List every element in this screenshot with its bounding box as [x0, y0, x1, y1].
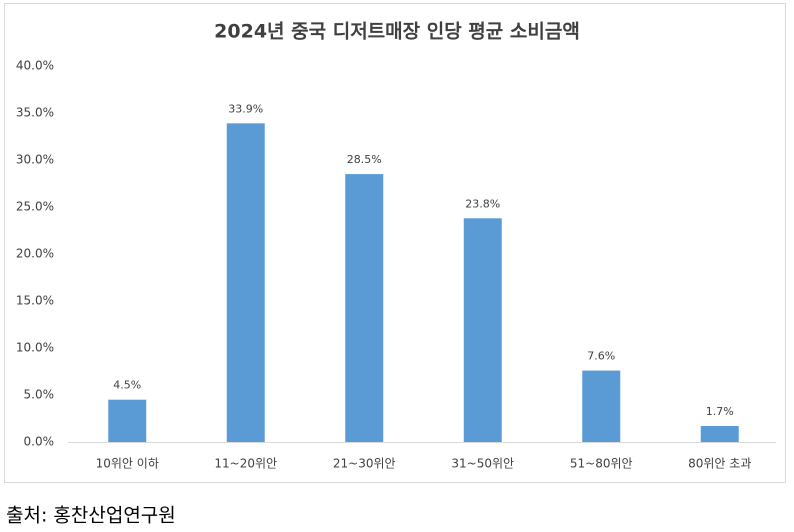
y-tick-label: 0.0%	[24, 435, 55, 449]
bar	[108, 399, 147, 442]
bar	[345, 174, 384, 442]
y-tick-label: 5.0%	[24, 388, 55, 402]
x-tick-label: 51~80위안	[570, 457, 633, 471]
y-tick-label: 25.0%	[16, 200, 54, 214]
data-label: 7.6%	[587, 350, 615, 363]
data-label: 23.8%	[465, 197, 500, 210]
data-label: 33.9%	[228, 102, 263, 115]
x-tick-label: 80위안 초과	[688, 457, 751, 471]
data-label: 1.7%	[706, 405, 734, 418]
bar	[463, 218, 502, 442]
x-tick-label: 31~50위안	[451, 457, 514, 471]
chart-title: 2024년 중국 디저트매장 인당 평균 소비금액	[214, 21, 580, 43]
y-tick-label: 20.0%	[16, 247, 54, 261]
y-tick-label: 40.0%	[16, 59, 54, 73]
bar	[226, 123, 265, 442]
bar	[700, 426, 739, 442]
y-tick-label: 15.0%	[16, 294, 54, 308]
bar	[582, 370, 621, 442]
x-tick-label: 21~30위안	[333, 457, 396, 471]
x-tick-label: 11~20위안	[214, 457, 277, 471]
y-tick-label: 30.0%	[16, 153, 54, 167]
source: 출처: 홍찬산업연구원	[6, 505, 176, 527]
x-tick-label: 10위안 이하	[96, 457, 159, 471]
y-tick-label: 10.0%	[16, 341, 54, 355]
y-tick-label: 35.0%	[16, 106, 54, 120]
data-label: 28.5%	[347, 153, 382, 166]
data-label: 4.5%	[113, 379, 141, 392]
